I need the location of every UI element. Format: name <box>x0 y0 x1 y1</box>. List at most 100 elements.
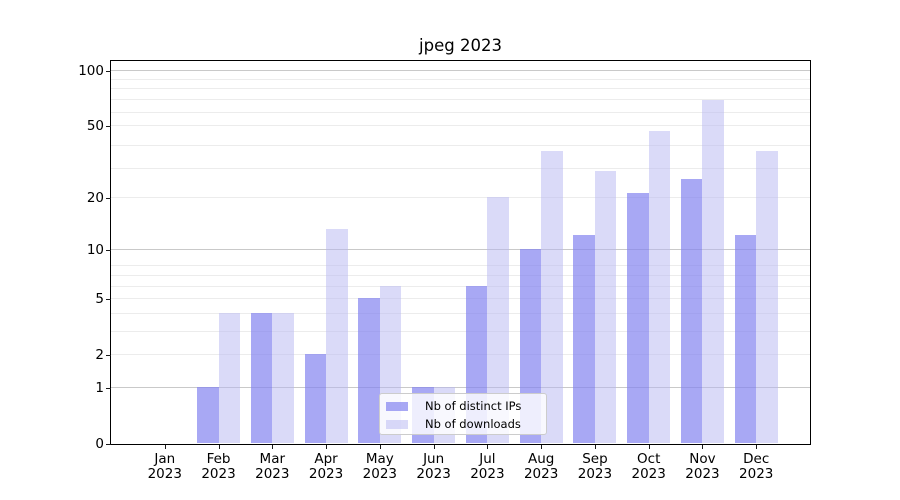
y-tick-mark <box>106 125 111 127</box>
legend-label-downloads: Nb of downloads <box>425 417 521 431</box>
x-tick-mark <box>433 445 435 449</box>
y-tick-mark <box>106 355 111 357</box>
x-tick-label-nov: Nov 2023 <box>670 452 734 482</box>
x-tick-label-jun: Jun 2023 <box>402 452 466 482</box>
gridline <box>111 386 810 388</box>
x-tick-mark <box>702 445 704 449</box>
y-tick-mark <box>106 249 111 251</box>
bar-feb-downloads <box>218 312 241 443</box>
month-label: Dec <box>743 451 770 467</box>
bar-mar-downloads <box>272 312 294 443</box>
legend: Nb of distinct IPs Nb of downloads <box>379 393 547 435</box>
year-label: 2023 <box>523 466 559 482</box>
gridline <box>111 330 810 332</box>
x-tick-mark <box>164 445 166 449</box>
gridline <box>111 88 810 90</box>
y-tick-label: 20 <box>86 189 104 206</box>
gridline <box>111 111 810 113</box>
x-tick-mark <box>594 445 596 449</box>
x-tick-mark <box>648 445 650 449</box>
gridline <box>111 144 810 146</box>
gridline <box>111 248 810 250</box>
month-label: Jun <box>423 451 445 467</box>
chart-title: jpeg 2023 <box>419 36 502 55</box>
gridline <box>111 274 810 276</box>
legend-swatch-downloads <box>386 419 408 429</box>
month-label: Mar <box>259 451 286 467</box>
month-label: Jan <box>154 451 176 467</box>
y-tick-mark <box>106 197 111 199</box>
legend-swatch-distinct-ips <box>386 401 408 411</box>
month-label: May <box>365 451 394 467</box>
x-tick-label-feb: Feb 2023 <box>187 452 251 482</box>
x-tick-label-aug: Aug 2023 <box>509 452 573 482</box>
gridline <box>111 265 810 267</box>
year-label: 2023 <box>147 466 182 482</box>
y-tick-mark <box>106 70 111 72</box>
x-tick-mark <box>326 445 328 449</box>
year-label: 2023 <box>631 466 666 482</box>
y-tick-label: 1 <box>95 379 104 396</box>
gridline <box>111 312 810 314</box>
bar-apr-distinct-ips <box>304 354 327 443</box>
gridline <box>111 196 810 198</box>
gridline <box>111 298 810 300</box>
x-tick-mark <box>272 445 274 449</box>
bar-mar-distinct-ips <box>250 312 273 443</box>
plot-area: Nb of distinct IPs Nb of downloads <box>110 60 811 445</box>
bar-dec-downloads <box>756 150 778 443</box>
month-label: Sep <box>582 451 608 467</box>
month-label: Jul <box>479 451 496 467</box>
gridline <box>111 69 810 71</box>
year-label: 2023 <box>685 466 720 482</box>
bar-oct-downloads <box>648 131 671 443</box>
bar-nov-downloads <box>702 100 724 443</box>
x-tick-label-dec: Dec 2023 <box>724 452 788 482</box>
y-tick-label: 10 <box>86 241 104 258</box>
x-tick-label-sep: Sep 2023 <box>563 452 627 482</box>
bar-feb-distinct-ips <box>197 386 219 443</box>
bar-nov-distinct-ips <box>680 179 703 443</box>
bar-may-distinct-ips <box>358 298 380 443</box>
bar-aug-downloads <box>541 150 563 443</box>
y-tick-label: 2 <box>95 347 104 364</box>
month-label: Feb <box>206 451 231 467</box>
year-label: 2023 <box>362 466 398 482</box>
bar-jul-downloads <box>487 196 509 443</box>
y-tick-label: 50 <box>86 117 104 134</box>
x-tick-label-mar: Mar 2023 <box>240 452 304 482</box>
x-tick-label-may: May 2023 <box>348 452 412 482</box>
legend-entry-distinct-ips: Nb of distinct IPs <box>386 397 546 415</box>
y-tick-mark <box>106 387 111 389</box>
x-tick-label-apr: Apr 2023 <box>294 452 358 482</box>
year-label: 2023 <box>416 466 451 482</box>
bar-apr-downloads <box>326 229 348 443</box>
gridline <box>111 78 810 80</box>
legend-label-distinct-ips: Nb of distinct IPs <box>425 399 522 413</box>
y-tick-mark <box>106 444 111 445</box>
x-tick-label-jul: Jul 2023 <box>455 452 519 482</box>
y-tick-label: 100 <box>78 62 104 79</box>
x-tick-label-oct: Oct 2023 <box>617 452 681 482</box>
y-tick-label: 0 <box>95 436 104 452</box>
bar-sep-distinct-ips <box>573 235 595 443</box>
gridline <box>111 285 810 287</box>
y-tick-label: 5 <box>95 291 104 308</box>
year-label: 2023 <box>577 466 613 482</box>
x-tick-mark <box>756 445 758 449</box>
x-tick-label-jan: Jan 2023 <box>133 452 197 482</box>
x-tick-mark <box>218 445 220 449</box>
month-label: Aug <box>527 451 555 467</box>
month-label: Apr <box>314 451 338 467</box>
bar-dec-distinct-ips <box>734 235 757 443</box>
month-label: Oct <box>637 451 661 467</box>
y-tick-mark <box>106 299 111 301</box>
year-label: 2023 <box>739 466 774 482</box>
gridline <box>111 124 810 126</box>
bar-oct-distinct-ips <box>627 192 649 443</box>
gridline <box>111 99 810 101</box>
month-label: Nov <box>689 451 716 467</box>
bar-sep-downloads <box>594 170 617 443</box>
gridline <box>111 167 810 169</box>
